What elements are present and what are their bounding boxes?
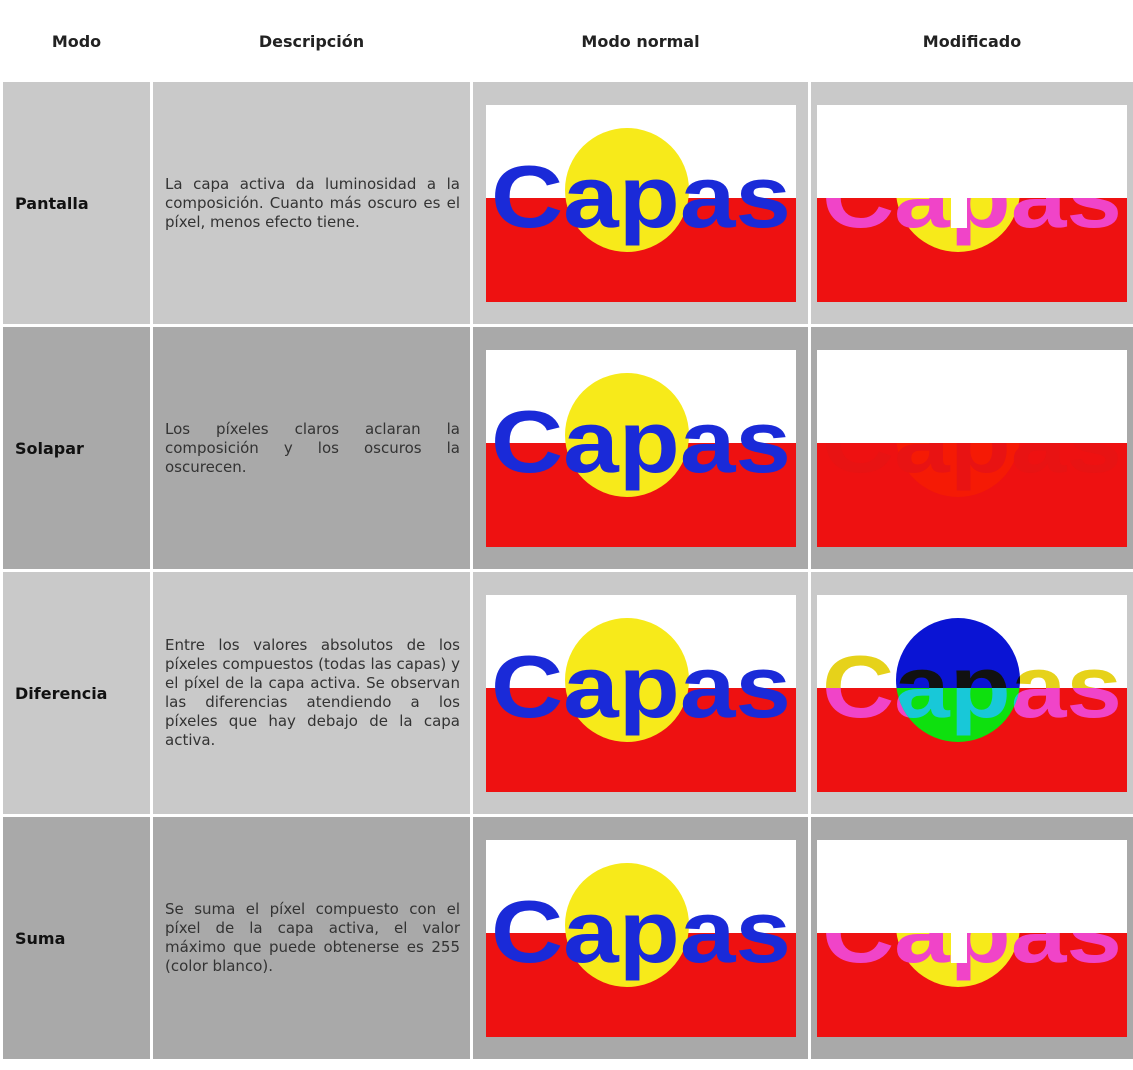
circle-layer xyxy=(564,127,689,252)
image-text: Capas xyxy=(822,392,1122,491)
circle-layer xyxy=(564,372,689,497)
header-cell: Modo normal xyxy=(470,0,811,82)
table-row: Solapar Los píxeles claros aclaran la com… xyxy=(0,324,1133,572)
description-cell: Los píxeles claros aclaran la composició… xyxy=(150,324,473,572)
circle-layer xyxy=(564,617,689,742)
description-cell: La capa activa da luminosidad a la compo… xyxy=(150,79,473,327)
table-body: Pantalla La capa activa da luminosidad a … xyxy=(0,79,1133,1062)
mode-cell: Diferencia xyxy=(0,569,153,817)
mode-cell: Solapar xyxy=(0,324,153,572)
layer-image: Capas xyxy=(817,839,1127,1037)
table-row: Suma Se suma el píxel compuesto con el pí… xyxy=(0,814,1133,1062)
circle-layer xyxy=(564,862,689,987)
circle-layer xyxy=(896,442,1020,497)
bottom: Capas xyxy=(822,392,1122,497)
image-text: Capas xyxy=(491,147,791,246)
header-cell: Modificado xyxy=(808,0,1133,82)
header-cell: Descripción xyxy=(150,0,473,82)
layer-image: Capas xyxy=(485,104,796,302)
image-text: Capas xyxy=(491,882,791,981)
description-cell: Entre los valores absolutos de los píxel… xyxy=(150,569,473,817)
layer-image: Capas xyxy=(817,104,1127,302)
description-cell: Se suma el píxel compuesto con el píxel … xyxy=(150,814,473,1062)
image-text: Capas xyxy=(822,882,1122,981)
circle-layer xyxy=(896,617,1020,688)
table-row: Diferencia Entre los valores absolutos de… xyxy=(0,569,1133,817)
layer-image: Capas xyxy=(485,839,796,1037)
table-row: Pantalla La capa activa da luminosidad a … xyxy=(0,79,1133,327)
gap xyxy=(951,932,967,963)
mode-cell: Pantalla xyxy=(0,79,153,327)
normal-cell: Capas xyxy=(470,324,811,572)
normal-cell: Capas xyxy=(470,814,811,1062)
image-text: Capas xyxy=(822,147,1122,246)
modified-cell: CapasCapasCapasCapas xyxy=(808,569,1133,817)
circle-layer xyxy=(896,687,1020,742)
modified-cell: Capas xyxy=(808,814,1133,1062)
image-text: Capas xyxy=(822,637,1122,736)
mode-cell: Suma xyxy=(0,814,153,1062)
normal-cell: Capas xyxy=(470,569,811,817)
layer-image: Capas xyxy=(485,349,796,547)
image-text: Capas xyxy=(491,392,791,491)
bottom: Capas xyxy=(822,882,1122,987)
header-cell: Modo xyxy=(0,0,153,82)
layer-image: CapasCapasCapasCapas xyxy=(817,594,1127,792)
layer-image: Capas xyxy=(485,594,796,792)
modified-cell: Capas xyxy=(808,324,1133,572)
modified-cell: Capas xyxy=(808,79,1133,327)
layer-image: Capas xyxy=(817,349,1127,547)
gap xyxy=(951,197,967,228)
image-text: Capas xyxy=(491,637,791,736)
normal-cell: Capas xyxy=(470,79,811,327)
header-row: Modo Descripción Modo normal Modificado xyxy=(0,0,1133,82)
inner: Capas xyxy=(822,637,1122,736)
